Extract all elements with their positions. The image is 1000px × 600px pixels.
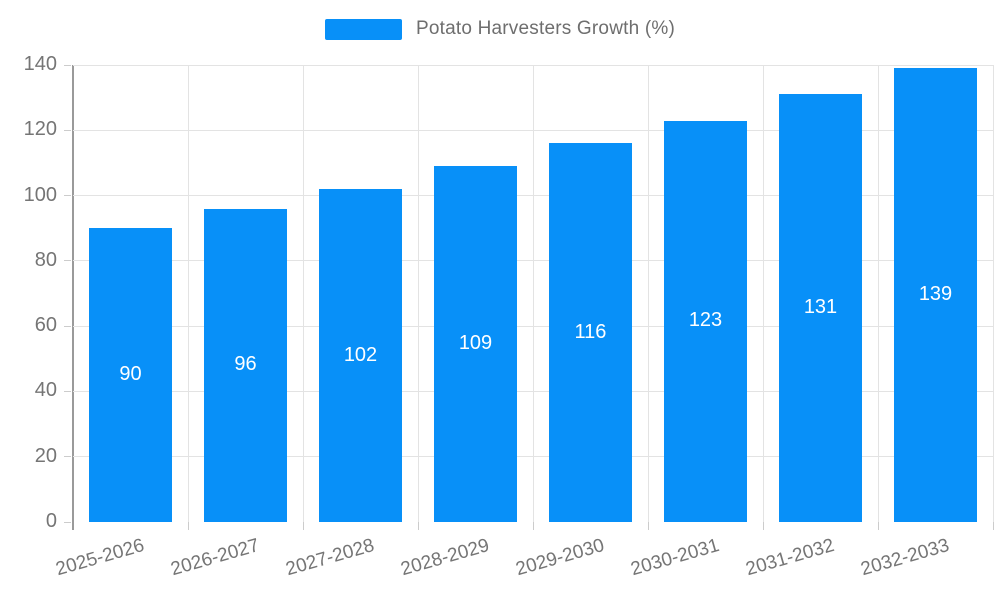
x-axis-tick: [877, 522, 879, 530]
v-gridline: [187, 65, 189, 522]
bar-value-label: 109: [458, 332, 493, 355]
v-gridline: [992, 65, 994, 522]
bar-value-label: 123: [688, 309, 723, 332]
x-tick-label: 2025-2026: [53, 535, 147, 581]
bar-value-label: 116: [574, 320, 607, 343]
x-tick-label: 2030-2031: [628, 535, 722, 581]
x-tick-label: 2032-2033: [858, 535, 952, 581]
bar-value-label: 139: [918, 283, 953, 306]
bar-value-label: 131: [803, 296, 838, 319]
y-tick-label: 140: [23, 53, 57, 75]
v-gridline: [647, 65, 649, 522]
bar-2026-2027[interactable]: 96: [204, 208, 287, 522]
plot-area: 0 20 40 60 80 100 120 140 90 2025-2026 96 2026-2027…: [24, 53, 994, 580]
bar-2025-2026[interactable]: 90: [89, 228, 172, 522]
y-tick-label: 0: [45, 510, 57, 532]
bar-2029-2030[interactable]: 116: [549, 143, 632, 522]
bar-2027-2028[interactable]: 102: [319, 189, 402, 522]
y-axis-tick: [64, 325, 71, 327]
bar-2030-2031[interactable]: 123: [664, 120, 747, 522]
bar-2032-2033[interactable]: 139: [894, 68, 977, 522]
y-axis-tick: [64, 260, 71, 262]
bar-2028-2029[interactable]: 109: [434, 166, 517, 522]
y-axis-tick: [64, 456, 71, 458]
y-tick-label: 80: [34, 248, 57, 271]
x-axis-tick: [992, 522, 994, 530]
y-axis-tick: [64, 390, 71, 392]
bar-2031-2032[interactable]: 131: [779, 94, 862, 522]
x-axis-tick: [187, 522, 189, 530]
y-tick-label: 60: [34, 314, 57, 337]
v-gridline: [417, 65, 419, 522]
x-tick-label: 2031-2032: [743, 535, 837, 581]
bar-value-label: 90: [119, 363, 142, 386]
x-axis-tick: [302, 522, 304, 530]
legend-label: Potato Harvesters Growth (%): [415, 18, 675, 39]
x-tick-label: 2026-2027: [168, 535, 262, 581]
y-tick-label: 40: [34, 379, 57, 402]
legend[interactable]: Potato Harvesters Growth (%): [0, 18, 1000, 40]
y-axis-tick: [64, 521, 71, 523]
legend-swatch: [324, 18, 402, 40]
v-gridline: [532, 65, 534, 522]
x-tick-label: 2028-2029: [398, 535, 492, 581]
x-axis-tick: [417, 522, 419, 530]
v-gridline: [762, 65, 764, 522]
y-axis-line: [72, 65, 74, 530]
y-axis-tick: [64, 129, 71, 131]
y-axis-tick: [64, 64, 71, 66]
y-tick-label: 100: [23, 183, 57, 206]
v-gridline: [302, 65, 304, 522]
x-axis-tick: [647, 522, 649, 530]
bar-value-label: 96: [234, 353, 257, 376]
v-gridline: [877, 65, 879, 522]
x-axis-tick: [532, 522, 534, 530]
x-axis-tick: [762, 522, 764, 530]
x-tick-label: 2027-2028: [283, 535, 377, 581]
y-tick-label: 120: [23, 118, 57, 141]
y-axis-tick: [64, 195, 71, 197]
x-tick-label: 2029-2030: [513, 535, 607, 581]
y-tick-label: 20: [34, 444, 57, 467]
bar-value-label: 102: [343, 343, 378, 366]
